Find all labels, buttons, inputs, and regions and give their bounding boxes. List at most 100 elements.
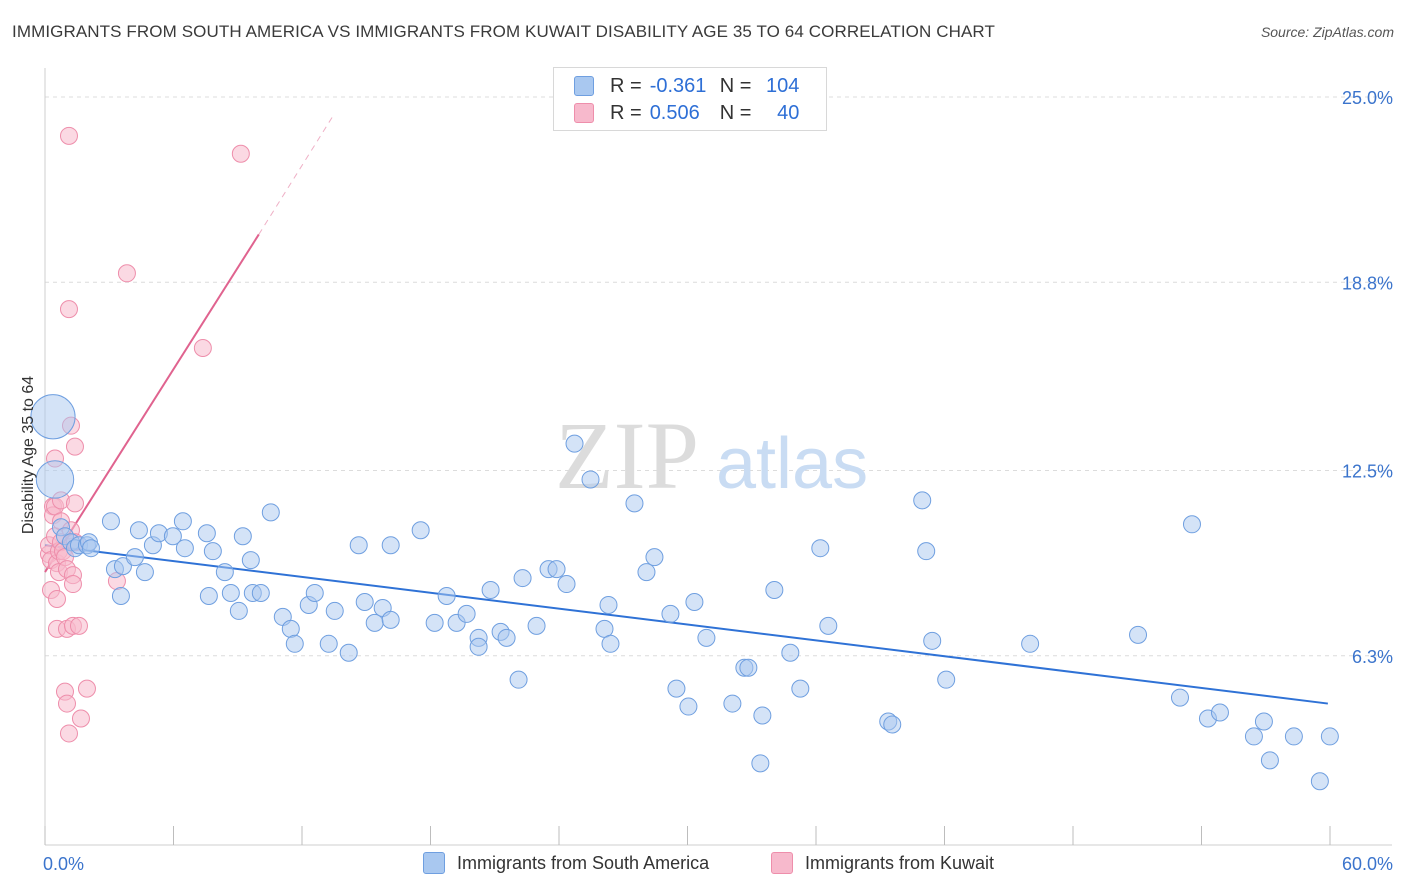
south-america-point bbox=[547, 560, 566, 579]
south-america-point bbox=[565, 434, 584, 453]
kuwait-point bbox=[47, 589, 66, 608]
south-america-point bbox=[81, 539, 100, 558]
south-america-point bbox=[723, 694, 742, 713]
kuwait-trend-extension bbox=[258, 114, 335, 235]
south-america-point bbox=[1320, 727, 1339, 746]
south-america-point bbox=[679, 697, 698, 716]
south-america-point bbox=[753, 706, 772, 725]
gridlines bbox=[45, 96, 1392, 657]
bottom-legend-swatch-blue bbox=[423, 852, 445, 874]
kuwait-point bbox=[77, 679, 96, 698]
south-america-point bbox=[251, 584, 270, 603]
south-america-point bbox=[601, 634, 620, 653]
bottom-legend-kuwait: Immigrants from Kuwait bbox=[771, 852, 994, 874]
south-america-point bbox=[557, 575, 576, 594]
legend-r-label: R = bbox=[610, 101, 642, 124]
south-america-point bbox=[35, 460, 75, 499]
south-america-point bbox=[1244, 727, 1263, 746]
y-tick-label: 25.0% bbox=[1342, 88, 1393, 108]
legend-swatch-pink bbox=[574, 103, 594, 123]
legend-n-label: N = bbox=[719, 74, 752, 97]
south-america-point bbox=[1170, 688, 1189, 707]
south-america-point bbox=[1129, 625, 1148, 644]
legend-r-value: 0.506 bbox=[649, 101, 700, 124]
legend-n-label: N = bbox=[719, 101, 752, 124]
south-america-point bbox=[381, 610, 400, 629]
south-america-point bbox=[111, 586, 130, 605]
legend-row-kuwait: R = 0.506 N = 40 bbox=[574, 101, 799, 125]
south-america-point bbox=[1260, 751, 1279, 770]
south-america-point bbox=[527, 616, 546, 635]
bottom-legend-label: Immigrants from Kuwait bbox=[805, 852, 995, 873]
south-america-point bbox=[325, 601, 344, 620]
y-tick-label: 12.5% bbox=[1342, 462, 1393, 482]
south-america-point bbox=[739, 658, 758, 677]
south-america-point bbox=[581, 470, 600, 489]
south-america-point bbox=[221, 584, 240, 603]
south-america-point bbox=[469, 637, 488, 656]
legend-r-label: R = bbox=[610, 74, 642, 97]
south-america-point bbox=[509, 670, 528, 689]
source-label: Source: ZipAtlas.com bbox=[1260, 24, 1394, 40]
south-america-point bbox=[163, 527, 182, 546]
south-america-point bbox=[215, 563, 234, 582]
south-america-point bbox=[135, 563, 154, 582]
south-america-point bbox=[319, 634, 338, 653]
south-america-point bbox=[1284, 727, 1303, 746]
south-america-point bbox=[199, 586, 218, 605]
south-america-point bbox=[1254, 712, 1273, 731]
south-america-point bbox=[197, 524, 216, 543]
bottom-legend-south-america: Immigrants from South America bbox=[423, 852, 709, 874]
south-america-point bbox=[229, 601, 248, 620]
south-america-point bbox=[425, 613, 444, 632]
tick-labels: 6.3% 12.5% 18.8% 25.0% 0.0% 60.0% bbox=[43, 88, 1393, 874]
kuwait-point bbox=[59, 300, 78, 319]
south-america-point bbox=[923, 631, 942, 650]
south-america-point bbox=[113, 557, 132, 576]
south-america-point bbox=[1182, 515, 1201, 534]
south-america-point bbox=[599, 595, 618, 614]
kuwait-point bbox=[59, 126, 78, 145]
kuwait-point bbox=[65, 494, 84, 513]
legend-swatch-blue bbox=[574, 76, 594, 96]
kuwait-point bbox=[193, 338, 212, 357]
south-america-point bbox=[261, 503, 280, 522]
south-america-point bbox=[1310, 772, 1329, 791]
south-america-point bbox=[233, 527, 252, 546]
bottom-legend-label: Immigrants from South America bbox=[457, 852, 710, 873]
x-tick-label: 0.0% bbox=[43, 854, 84, 874]
legend-r-value: -0.361 bbox=[649, 74, 707, 97]
south-america-point bbox=[175, 539, 194, 558]
south-america-point bbox=[173, 512, 192, 531]
south-america-point bbox=[765, 581, 784, 600]
trend-lines bbox=[44, 114, 1328, 705]
x-tick-label: 60.0% bbox=[1342, 854, 1393, 874]
legend-n-value: 104 bbox=[766, 74, 800, 97]
south-america-point bbox=[241, 551, 260, 570]
south-america-point bbox=[437, 586, 456, 605]
watermark-atlas: atlas bbox=[716, 424, 868, 504]
chart-title: IMMIGRANTS FROM SOUTH AMERICA VS IMMIGRA… bbox=[12, 22, 995, 41]
south-america-point bbox=[125, 548, 144, 567]
kuwait-point bbox=[57, 694, 76, 713]
bottom-legend-swatch-pink bbox=[771, 852, 793, 874]
south-america-point bbox=[349, 536, 368, 555]
south-america-point bbox=[411, 521, 430, 540]
south-america-points bbox=[30, 394, 1339, 791]
south-america-point bbox=[30, 394, 76, 440]
kuwait-point bbox=[59, 724, 78, 743]
south-america-point bbox=[883, 715, 902, 734]
south-america-trend-line bbox=[44, 544, 1328, 705]
south-america-point bbox=[819, 616, 838, 635]
south-america-point bbox=[339, 643, 358, 662]
kuwait-point bbox=[117, 264, 136, 283]
south-america-point bbox=[791, 679, 810, 698]
south-america-point bbox=[625, 494, 644, 513]
south-america-point bbox=[513, 569, 532, 588]
y-tick-label: 18.8% bbox=[1342, 273, 1393, 293]
south-america-point bbox=[381, 536, 400, 555]
south-america-point bbox=[811, 539, 830, 558]
south-america-point bbox=[1021, 634, 1040, 653]
south-america-point bbox=[497, 628, 516, 647]
